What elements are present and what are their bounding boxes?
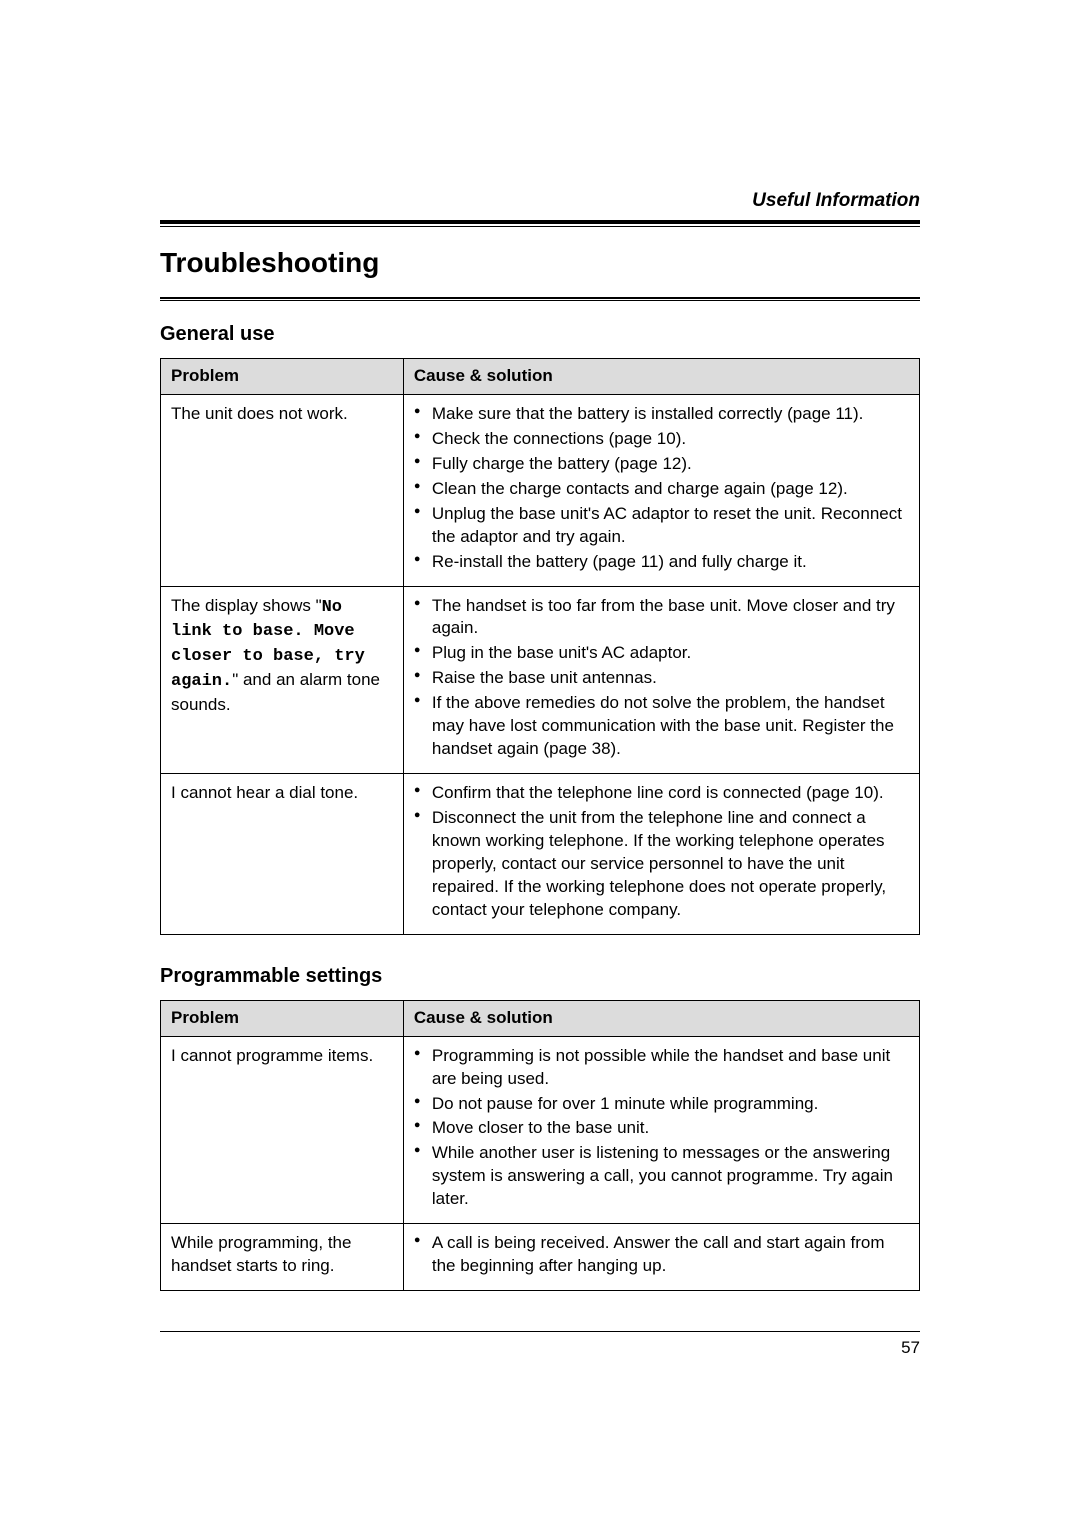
cause-item: A call is being received. Answer the cal… xyxy=(414,1232,909,1278)
cell-cause: Make sure that the battery is installed … xyxy=(403,394,919,586)
cause-item: Raise the base unit antennas. xyxy=(414,667,909,690)
page-number: 57 xyxy=(160,1338,920,1358)
cell-problem: I cannot hear a dial tone. xyxy=(161,774,404,935)
cause-item: Check the connections (page 10). xyxy=(414,428,909,451)
footer-rule xyxy=(160,1331,920,1332)
cause-item: Disconnect the unit from the telephone l… xyxy=(414,807,909,922)
table-row: While programming, the handset starts to… xyxy=(161,1224,920,1291)
cell-cause: Programming is not possible while the ha… xyxy=(403,1036,919,1224)
header-rule-thick xyxy=(160,220,920,224)
col-header-problem: Problem xyxy=(161,359,404,395)
cell-problem: The display shows "No link to base. Move… xyxy=(161,586,404,774)
cell-cause: A call is being received. Answer the cal… xyxy=(403,1224,919,1291)
table-row: The unit does not work. Make sure that t… xyxy=(161,394,920,586)
table-header-row: Problem Cause & solution xyxy=(161,359,920,395)
header-rule-thin xyxy=(160,226,920,227)
cause-item: Make sure that the battery is installed … xyxy=(414,403,909,426)
cause-item: While another user is listening to messa… xyxy=(414,1142,909,1211)
table-header-row: Problem Cause & solution xyxy=(161,1000,920,1036)
title-rule-thin xyxy=(160,300,920,301)
cell-cause: The handset is too far from the base uni… xyxy=(403,586,919,774)
subheading-programmable-settings: Programmable settings xyxy=(160,965,920,988)
cell-problem: I cannot programme items. xyxy=(161,1036,404,1224)
cell-problem: While programming, the handset starts to… xyxy=(161,1224,404,1291)
col-header-cause: Cause & solution xyxy=(403,359,919,395)
cause-item: Plug in the base unit's AC adaptor. xyxy=(414,642,909,665)
cause-item: Fully charge the battery (page 12). xyxy=(414,453,909,476)
col-header-problem: Problem xyxy=(161,1000,404,1036)
cause-item: Do not pause for over 1 minute while pro… xyxy=(414,1093,909,1116)
page-title: Troubleshooting xyxy=(160,247,920,279)
cause-item: Clean the charge contacts and charge aga… xyxy=(414,478,909,501)
cause-item: Move closer to the base unit. xyxy=(414,1117,909,1140)
col-header-cause: Cause & solution xyxy=(403,1000,919,1036)
table-programmable-settings: Problem Cause & solution I cannot progra… xyxy=(160,1000,920,1291)
problem-text-pre: The display shows " xyxy=(171,596,322,615)
cause-item: The handset is too far from the base uni… xyxy=(414,595,909,641)
table-row: I cannot hear a dial tone. Confirm that … xyxy=(161,774,920,935)
cause-item: Re-install the battery (page 11) and ful… xyxy=(414,551,909,574)
cause-item: If the above remedies do not solve the p… xyxy=(414,692,909,761)
cell-problem: The unit does not work. xyxy=(161,394,404,586)
table-general-use: Problem Cause & solution The unit does n… xyxy=(160,358,920,935)
subheading-general-use: General use xyxy=(160,323,920,346)
section-header: Useful Information xyxy=(160,190,920,212)
table-row: The display shows "No link to base. Move… xyxy=(161,586,920,774)
cause-item: Programming is not possible while the ha… xyxy=(414,1045,909,1091)
cell-cause: Confirm that the telephone line cord is … xyxy=(403,774,919,935)
title-rule-thick xyxy=(160,297,920,299)
table-row: I cannot programme items. Programming is… xyxy=(161,1036,920,1224)
cause-item: Confirm that the telephone line cord is … xyxy=(414,782,909,805)
cause-item: Unplug the base unit's AC adaptor to res… xyxy=(414,503,909,549)
